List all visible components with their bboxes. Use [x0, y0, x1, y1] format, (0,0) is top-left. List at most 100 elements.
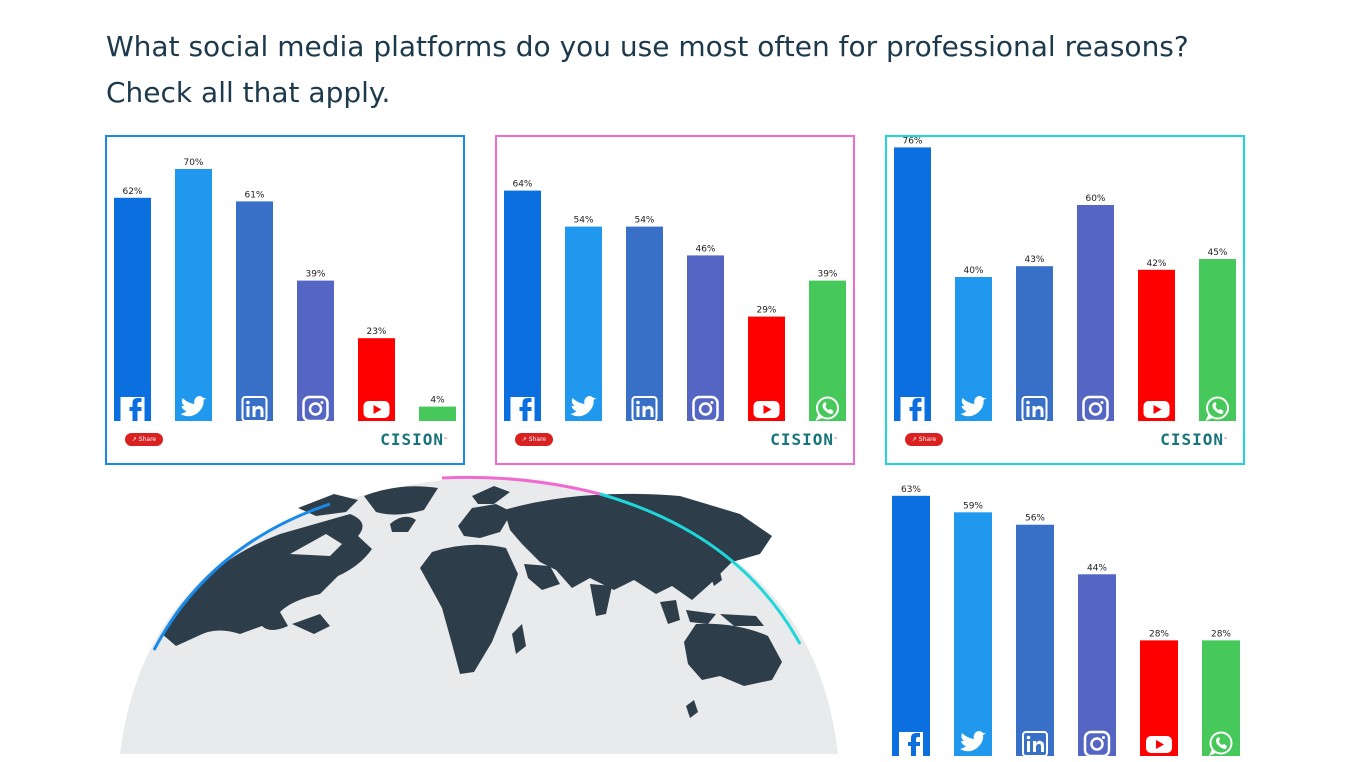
twitter-icon: [570, 396, 597, 417]
bar-facebook: [894, 147, 931, 421]
bar-value-label: 54%: [634, 216, 654, 226]
share-button[interactable]: ↗ Share: [515, 433, 553, 446]
share-label: Share: [918, 436, 937, 443]
bar-linkedin: [626, 226, 663, 421]
youtube-icon: [753, 401, 780, 418]
bar-value-label: 59%: [963, 501, 983, 511]
cision-logo: CISION™: [1160, 431, 1227, 449]
instagram-icon: [1082, 395, 1109, 423]
bar-group-twitter: 54%: [565, 216, 602, 421]
bar-group-whatsapp: 45%: [1199, 248, 1236, 421]
world-land-masses: [162, 486, 782, 718]
bar-value-label: 39%: [305, 270, 325, 280]
brand-name: CISION: [770, 430, 834, 449]
bar-group-facebook: 76%: [894, 136, 931, 421]
bar-instagram: [1077, 205, 1114, 421]
instagram-icon: [692, 395, 719, 423]
bar-value-label: 43%: [1024, 255, 1044, 265]
bar-group-linkedin: 43%: [1016, 255, 1053, 422]
facebook-icon: [510, 397, 535, 421]
brand-trademark: ™: [1223, 437, 1227, 443]
bar-value-label: 70%: [183, 158, 203, 168]
bar-value-label: 76%: [902, 136, 922, 146]
bar-instagram: [687, 255, 724, 421]
bar-value-label: 63%: [901, 485, 921, 495]
bar-value-label: 4%: [430, 396, 445, 406]
bar-whatsapp: [1202, 640, 1240, 756]
bar-group-linkedin: 56%: [1016, 514, 1054, 757]
bar-twitter: [565, 226, 602, 421]
linkedin-icon: [631, 396, 658, 422]
survey-question: What social media platforms do you use m…: [106, 30, 1189, 109]
twitter-icon: [960, 396, 987, 417]
facebook-icon: [900, 397, 925, 421]
whatsapp-icon: [1209, 731, 1233, 756]
bar-whatsapp: [809, 280, 846, 421]
bar-value-label: 28%: [1211, 629, 1231, 639]
bar-twitter: [175, 169, 212, 421]
bar-group-facebook: 62%: [114, 187, 151, 421]
whatsapp-icon: [815, 396, 839, 421]
bar-value-label: 40%: [963, 266, 983, 276]
bar-group-facebook: 64%: [504, 180, 541, 421]
bar-instagram: [1078, 574, 1116, 756]
bar-linkedin: [1016, 266, 1053, 421]
bar-value-label: 42%: [1146, 259, 1166, 269]
bar-group-twitter: 40%: [955, 266, 992, 421]
instagram-icon: [1083, 730, 1111, 758]
bar-twitter: [955, 277, 992, 421]
bar-value-label: 56%: [1025, 514, 1045, 524]
bar-group-whatsapp: 28%: [1202, 629, 1240, 756]
facebook-icon: [899, 732, 923, 756]
bar-whatsapp: [1199, 259, 1236, 421]
bar-value-label: 29%: [756, 306, 776, 316]
share-button[interactable]: ↗ Share: [905, 433, 943, 446]
youtube-icon: [1146, 736, 1172, 753]
bar-value-label: 62%: [122, 187, 142, 197]
share-label: Share: [138, 436, 157, 443]
bar-group-instagram: 39%: [297, 270, 334, 423]
bar-twitter: [954, 512, 992, 756]
cision-logo: CISION™: [770, 431, 837, 449]
chart-panel-3: 76% 40% 43% 60% 42% 45% ↗ Share CISION™: [885, 135, 1245, 465]
bar-chart-2: 64% 54% 54% 46% 29% 39%: [504, 180, 846, 423]
bar-facebook: [892, 495, 930, 756]
bar-group-youtube: 23%: [358, 327, 395, 421]
bar-linkedin: [1016, 524, 1054, 756]
cision-logo: CISION™: [380, 431, 447, 449]
bar-chart-4: 63% 59% 56% 44% 28% 28%: [892, 485, 1240, 758]
chart-panel-4: 63% 59% 56% 44% 28% 28%: [885, 478, 1245, 758]
bar-value-label: 46%: [695, 244, 715, 254]
bar-group-whatsapp: 4%: [419, 396, 456, 421]
bar-group-instagram: 60%: [1077, 194, 1114, 423]
bar-group-whatsapp: 39%: [809, 270, 846, 421]
bar-group-instagram: 44%: [1078, 563, 1116, 758]
brand-trademark: ™: [833, 437, 837, 443]
bar-whatsapp: [419, 406, 456, 421]
chart-panel-2: 64% 54% 54% 46% 29% 39% ↗ Share CISION™: [495, 135, 855, 465]
chart-panel-1: 62% 70% 61% 39% 23% 4% ↗ Share CISION™: [105, 135, 465, 465]
bar-value-label: 61%: [244, 190, 264, 200]
bar-value-label: 39%: [817, 270, 837, 280]
globe-arc-blue: [152, 502, 331, 651]
share-button[interactable]: ↗ Share: [125, 433, 163, 446]
youtube-icon: [1143, 401, 1170, 418]
bar-group-twitter: 59%: [954, 501, 992, 756]
bar-group-twitter: 70%: [175, 158, 212, 421]
linkedin-icon: [1021, 396, 1048, 422]
bar-facebook: [114, 197, 151, 421]
globe-arc-cyan: [599, 492, 802, 645]
world-globe-illustration: [120, 475, 838, 754]
twitter-icon: [960, 731, 986, 752]
bar-value-label: 28%: [1149, 629, 1169, 639]
bar-value-label: 44%: [1087, 563, 1107, 573]
bar-group-facebook: 63%: [892, 485, 930, 756]
bar-group-youtube: 28%: [1140, 629, 1178, 756]
brand-name: CISION: [1160, 430, 1224, 449]
bar-value-label: 23%: [366, 327, 386, 337]
share-label: Share: [528, 436, 547, 443]
bar-value-label: 64%: [512, 180, 532, 190]
bar-facebook: [504, 190, 541, 421]
bar-group-instagram: 46%: [687, 244, 724, 423]
bar-value-label: 45%: [1207, 248, 1227, 258]
